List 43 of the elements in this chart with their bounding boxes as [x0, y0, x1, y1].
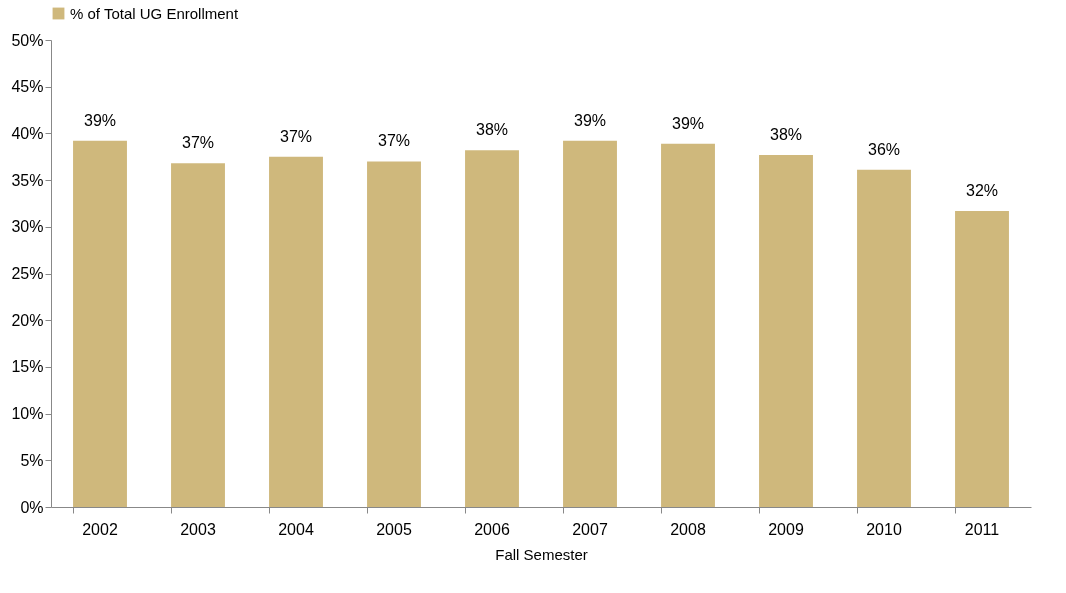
- bar: [269, 156, 323, 507]
- data-label: 39%: [83, 111, 117, 129]
- bar: [563, 140, 617, 507]
- x-tick-label: 2003: [180, 520, 216, 538]
- y-tick-label: 40%: [11, 124, 44, 142]
- data-label: 39%: [671, 114, 705, 132]
- data-label: 39%: [573, 111, 607, 129]
- x-tick-label: 2009: [768, 520, 804, 538]
- x-tick-label: 2006: [474, 520, 510, 538]
- x-tick-label: 2005: [376, 520, 412, 538]
- y-tick-label: 30%: [11, 218, 44, 236]
- y-tick-label: 15%: [11, 358, 44, 376]
- y-tick-label: 45%: [11, 78, 44, 96]
- bar: [661, 143, 715, 507]
- x-tick-label: 2007: [572, 520, 608, 538]
- bar: [73, 140, 127, 507]
- bar: [955, 210, 1009, 507]
- data-label: 37%: [279, 127, 313, 145]
- x-axis-title: Fall Semester: [495, 545, 588, 563]
- x-tick-label: 2011: [964, 520, 1000, 538]
- x-tick-label: 2002: [82, 520, 118, 538]
- x-tick-label: 2010: [866, 520, 902, 538]
- data-label: 36%: [867, 140, 901, 158]
- data-label: 38%: [475, 121, 509, 139]
- x-tick-label: 2004: [278, 520, 314, 538]
- data-label: 37%: [181, 134, 215, 152]
- y-tick-label: 25%: [11, 265, 44, 282]
- data-label: 32%: [965, 181, 999, 199]
- data-label: 38%: [769, 125, 803, 143]
- bar: [465, 150, 519, 507]
- y-tick-label: 50%: [11, 31, 44, 49]
- y-tick-label: 10%: [11, 405, 44, 423]
- x-tick-label: 2008: [670, 520, 706, 538]
- bar: [759, 154, 813, 507]
- y-tick-label: 20%: [11, 311, 44, 329]
- y-tick-label: 5%: [20, 451, 44, 469]
- y-tick-label: 0%: [20, 498, 44, 516]
- bar: [857, 169, 911, 507]
- data-label: 37%: [377, 132, 411, 150]
- legend-label: % of Total UG Enrollment: [70, 4, 239, 22]
- bar: [367, 161, 421, 507]
- y-tick-label: 35%: [11, 171, 44, 189]
- bar: [171, 163, 225, 507]
